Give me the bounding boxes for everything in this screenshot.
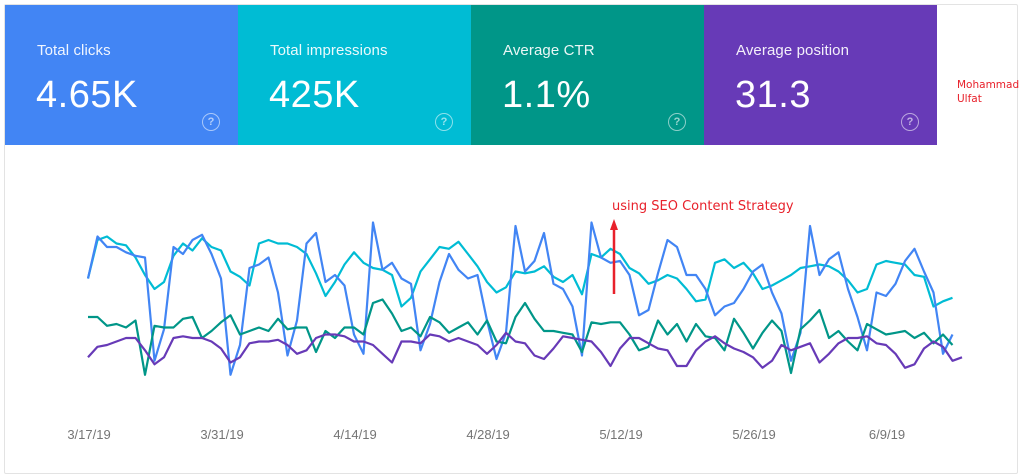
x-tick-label: 3/17/19: [67, 427, 110, 442]
annotation-arrow-icon: [610, 219, 618, 294]
x-tick-label: 5/26/19: [732, 427, 775, 442]
series-average-position: [88, 333, 962, 368]
chart-annotation: using SEO Content Strategy: [612, 199, 794, 214]
series-line: [88, 223, 953, 375]
x-tick-label: 3/31/19: [200, 427, 243, 442]
x-tick-label: 6/9/19: [869, 427, 905, 442]
series-average-ctr: [88, 299, 953, 374]
x-tick-label: 4/14/19: [333, 427, 376, 442]
series-line: [88, 300, 953, 375]
x-tick-label: 4/28/19: [466, 427, 509, 442]
series-total-clicks: [88, 222, 953, 374]
series-line: [88, 333, 962, 368]
performance-chart: [0, 0, 1024, 463]
x-tick-label: 5/12/19: [599, 427, 642, 442]
